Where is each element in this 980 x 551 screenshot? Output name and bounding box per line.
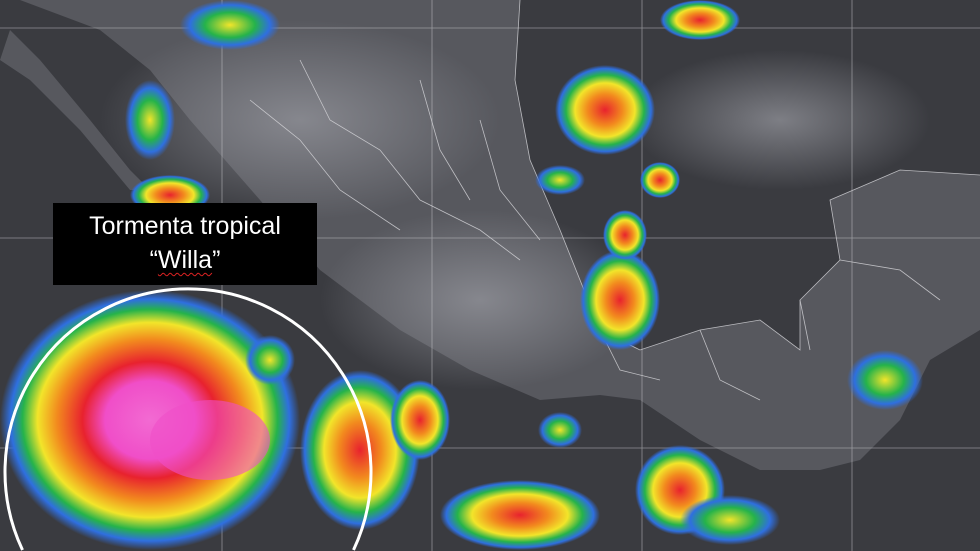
storm-label-line1: Tormenta tropical <box>89 212 281 240</box>
cloud-tops <box>0 0 923 550</box>
storm-label: Tormenta tropical “Willa” <box>53 203 317 285</box>
state-borders <box>249 0 980 401</box>
quote-open: “ <box>149 246 158 274</box>
storm-highlight-circle <box>3 287 373 551</box>
quote-close: ” <box>212 246 221 274</box>
storm-label-line2: “Willa” <box>53 243 317 277</box>
storm-name: Willa <box>157 246 213 274</box>
